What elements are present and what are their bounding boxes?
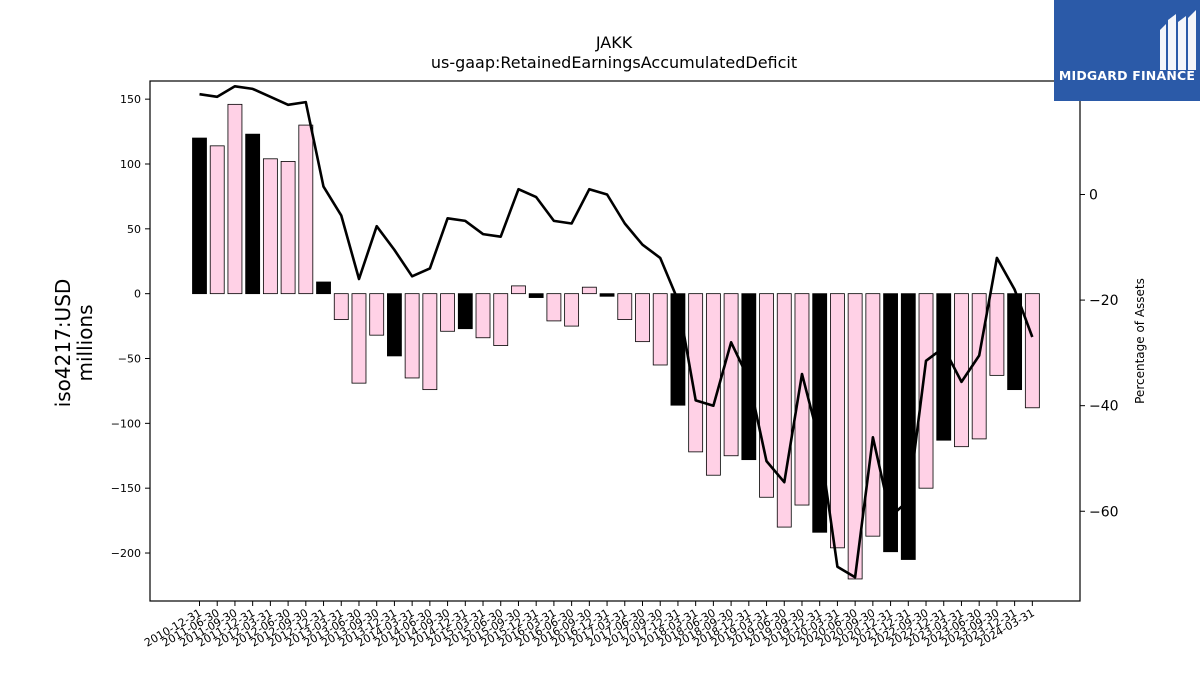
bar <box>511 285 526 295</box>
y-tick-label: 100 <box>120 158 141 171</box>
bar <box>599 293 615 297</box>
bar <box>493 293 509 346</box>
bar <box>351 293 367 384</box>
bar <box>298 124 314 295</box>
y2-axis-label: Percentage of Assets <box>1133 278 1147 404</box>
bar <box>652 293 668 366</box>
bar <box>776 293 792 528</box>
chart-title: JAKK <box>595 33 633 52</box>
y2-tick-label: 0 <box>1089 188 1098 204</box>
brand-logo: MIDGARD FINANCE <box>1054 0 1200 101</box>
y-tick-label: −200 <box>111 547 141 560</box>
bar <box>635 293 650 343</box>
bar <box>227 103 243 295</box>
y2-tick-label: −40 <box>1089 399 1119 415</box>
bar <box>564 293 580 327</box>
bar <box>387 293 402 357</box>
bar <box>422 293 438 391</box>
y2-tick-label: −20 <box>1089 293 1119 309</box>
bar <box>670 293 686 406</box>
bar <box>688 293 704 453</box>
bar <box>971 293 987 440</box>
bar <box>617 293 633 321</box>
bar <box>900 293 916 560</box>
bar <box>316 281 331 295</box>
bar-series <box>192 103 1040 580</box>
bar <box>369 293 385 336</box>
bar <box>723 293 739 457</box>
bar <box>918 293 934 489</box>
midgard-logo-icon <box>1160 10 1196 70</box>
bar <box>440 293 455 332</box>
bar <box>209 145 225 295</box>
bar <box>245 133 261 295</box>
bar <box>865 293 881 537</box>
axes-ticks: 150100500−50−100−150−200200−20−40−602010… <box>111 82 1119 650</box>
bar <box>812 293 828 533</box>
y2-tick-label: −60 <box>1089 504 1119 520</box>
bar <box>333 293 349 321</box>
bar <box>457 293 473 330</box>
y-tick-label: −150 <box>111 482 141 495</box>
bar <box>1007 293 1023 391</box>
y-tick-label: 0 <box>134 288 141 301</box>
bar <box>847 293 863 580</box>
bar <box>1024 293 1040 409</box>
bar <box>989 293 1005 376</box>
y-axis-label: iso4217:USDmillions <box>51 279 97 408</box>
bar <box>581 286 597 295</box>
chart-subtitle: us-gaap:RetainedEarningsAccumulatedDefic… <box>431 53 797 72</box>
bar <box>475 293 491 339</box>
bar <box>192 137 207 295</box>
brand-name: MIDGARD FINANCE <box>1058 68 1196 83</box>
bar <box>830 293 845 549</box>
bar <box>262 158 278 295</box>
y-tick-label: 50 <box>127 223 141 236</box>
percent-of-assets-line <box>199 85 1034 579</box>
bar <box>936 293 952 441</box>
y-tick-label: −100 <box>111 417 141 430</box>
bar <box>404 293 420 379</box>
line-series <box>199 85 1034 579</box>
bar <box>883 293 898 553</box>
y-tick-label: 150 <box>120 93 141 106</box>
bar <box>528 293 544 298</box>
plot-frame <box>149 80 1081 602</box>
bar <box>280 160 296 295</box>
y-tick-label: −50 <box>118 353 141 366</box>
bar <box>546 293 562 322</box>
